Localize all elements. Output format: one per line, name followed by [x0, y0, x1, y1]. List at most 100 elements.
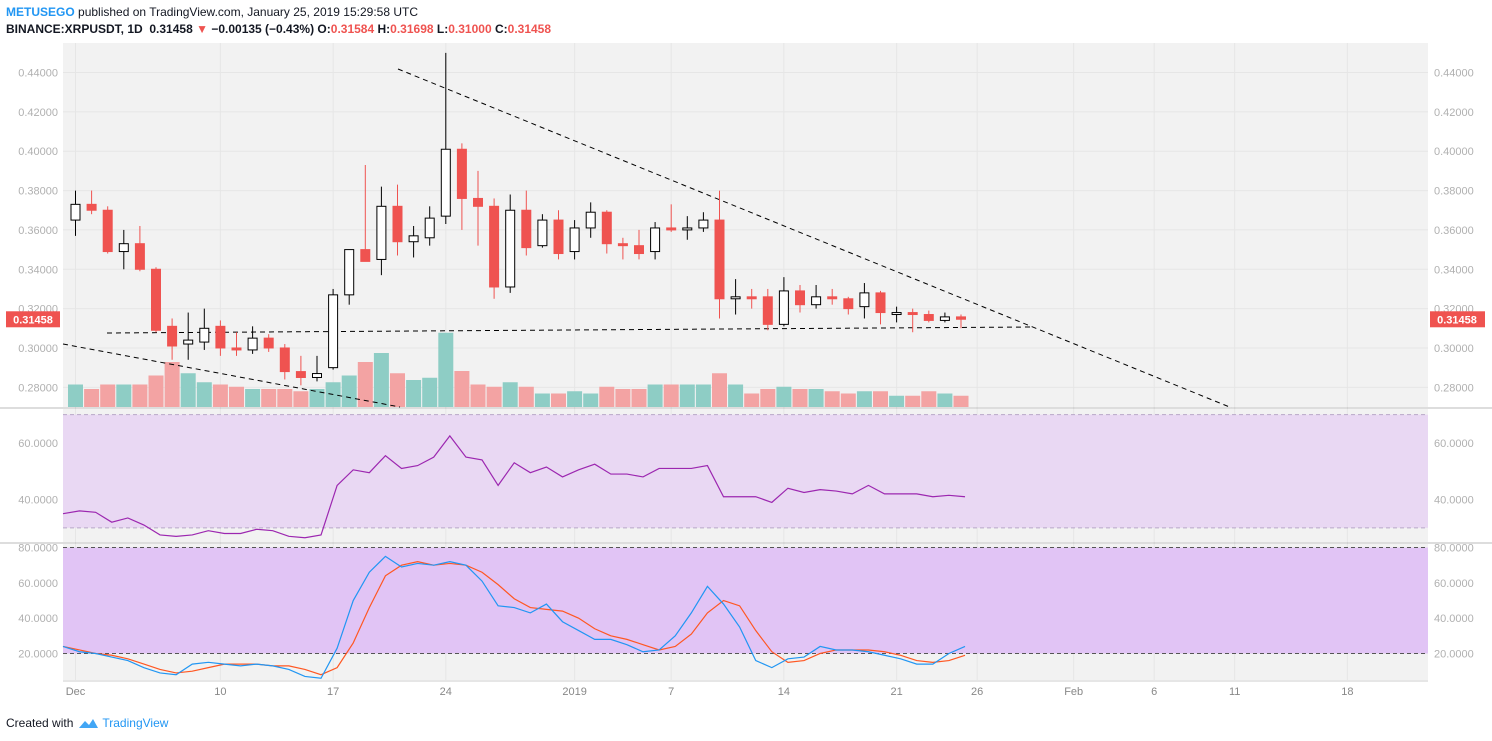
volume-bar — [293, 391, 309, 407]
tradingview-brand[interactable]: TradingView — [102, 716, 169, 730]
time-tick-label: 7 — [668, 686, 674, 698]
candle-up — [778, 290, 789, 325]
horizontal-support-line[interactable] — [106, 326, 1034, 334]
volume-bar — [261, 389, 277, 407]
volume-bar — [212, 384, 228, 407]
candle-down — [875, 292, 886, 314]
price-tick-left: 0.36000 — [18, 225, 58, 237]
volume-bar — [390, 373, 405, 407]
time-tick-label: 18 — [1341, 686, 1353, 698]
rsi-line — [62, 434, 966, 539]
volume-bar — [663, 384, 679, 407]
price-tick-left: 0.38000 — [18, 186, 58, 198]
volume-bar — [486, 386, 502, 407]
candle-up — [891, 312, 902, 316]
time-tick-label: 2019 — [562, 686, 586, 698]
change-value: −0.00135 (−0.43%) — [211, 22, 315, 36]
descending-support-line[interactable] — [62, 343, 401, 408]
candle-down — [666, 227, 677, 231]
volume-bar — [744, 393, 760, 407]
volume-bar — [422, 377, 438, 407]
volume-bar — [196, 382, 212, 407]
publish-info: METUSEGO published on TradingView.com, J… — [6, 5, 418, 19]
candle-up — [698, 219, 709, 229]
candle-up — [424, 217, 435, 239]
low-label: L: — [436, 22, 449, 36]
time-tick-label: Feb — [1064, 686, 1083, 698]
volume-bar — [824, 391, 840, 407]
volume-bar — [454, 371, 470, 407]
candle-up — [859, 292, 870, 308]
volume-bar — [164, 362, 180, 407]
volume-bar — [148, 375, 164, 407]
volume-bar — [438, 332, 454, 407]
time-tick-label: 21 — [890, 686, 902, 698]
candle-down — [489, 205, 500, 288]
footer: Created with TradingView — [6, 716, 168, 730]
volume-bar — [712, 373, 727, 407]
rsi-tick-right: 60.0000 — [1434, 438, 1474, 450]
price-tick-left: 0.30000 — [18, 343, 58, 355]
stoch-k-line — [62, 555, 966, 679]
last-price-tag-right — [1430, 311, 1485, 328]
author-link[interactable]: METUSEGO — [6, 5, 75, 19]
volume-bar — [229, 386, 244, 407]
price-tick-left: 0.42000 — [18, 107, 58, 119]
volume-bar — [277, 389, 293, 407]
price-tick-right: 0.36000 — [1434, 225, 1474, 237]
candle-up — [730, 296, 741, 300]
tradingview-cloud-icon — [79, 719, 99, 728]
stoch-tick-right: 60.0000 — [1434, 578, 1474, 590]
candle-down — [843, 298, 854, 310]
time-tick-label: Dec — [66, 686, 86, 698]
time-tick-label: 11 — [1229, 686, 1240, 698]
price-tick-right: 0.30000 — [1434, 343, 1474, 355]
last-price-tag-left — [6, 311, 60, 328]
time-tick-label: 24 — [440, 686, 452, 698]
time-tick-label: 14 — [778, 686, 790, 698]
candle-down — [215, 325, 226, 349]
rsi-tick-right: 40.0000 — [1434, 495, 1474, 507]
candle-up — [682, 227, 693, 231]
price-tick-right: 0.38000 — [1434, 186, 1474, 198]
volume-bar — [406, 380, 422, 407]
volume-bars — [68, 332, 969, 407]
price-tick-right: 0.34000 — [1434, 264, 1474, 276]
candle-down — [956, 316, 966, 320]
stoch-tick-right: 80.0000 — [1434, 543, 1474, 555]
descending-resistance-line[interactable] — [397, 68, 1233, 409]
candle-up — [408, 235, 419, 243]
volume-bar — [647, 384, 663, 407]
volume-bar — [615, 389, 631, 407]
volume-bar — [373, 353, 389, 407]
symbol-legend: BINANCE:XRPUSDT, 1D 0.31458 ▼ −0.00135 (… — [6, 22, 551, 36]
volume-bar — [341, 375, 357, 407]
price-tick-right: 0.40000 — [1434, 146, 1474, 158]
candle-down — [553, 219, 564, 255]
stoch-band — [63, 547, 1428, 654]
candle-down — [134, 243, 145, 270]
time-tick-label: 17 — [327, 686, 339, 698]
candle-down — [795, 290, 805, 306]
candle-down — [263, 337, 274, 349]
candle-down — [617, 243, 628, 247]
stoch-d-line — [62, 561, 966, 676]
price-tick-left: 0.34000 — [18, 264, 58, 276]
candle-up — [537, 219, 548, 247]
open-label: O: — [317, 22, 331, 36]
stoch-tick-left: 80.0000 — [18, 543, 58, 555]
price-tick-left: 0.44000 — [18, 68, 58, 80]
high-value: 0.31698 — [390, 22, 434, 36]
candle-up — [505, 209, 516, 288]
candle-down — [151, 268, 161, 331]
trendlines — [62, 68, 1233, 409]
down-arrow-icon: ▼ — [196, 22, 208, 36]
price-tick-right: 0.28000 — [1434, 382, 1474, 394]
volume-bar — [728, 384, 744, 407]
volume-bar — [792, 389, 808, 407]
volume-bar — [599, 386, 615, 407]
stoch-tick-left: 60.0000 — [18, 578, 58, 590]
volume-bar — [68, 384, 83, 407]
